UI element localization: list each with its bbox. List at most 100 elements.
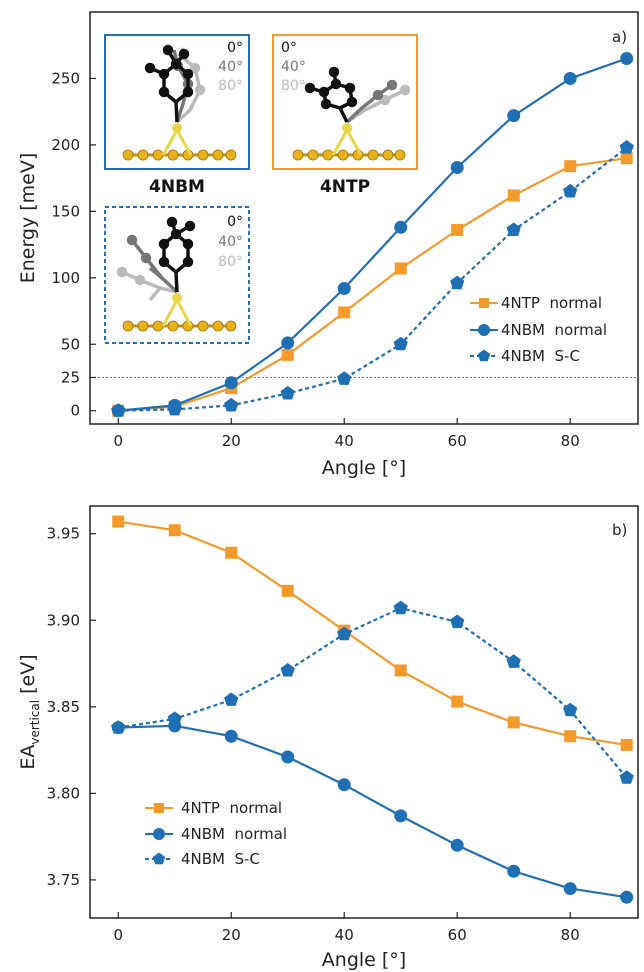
panel-b-series <box>111 515 634 904</box>
inset-4ntp-title: 4NTP <box>320 177 370 197</box>
a-point-s1 <box>620 52 634 66</box>
b-y-tick-label: 3.75 <box>47 871 80 889</box>
panel-a-ticks: 0 20 40 60 80 0 25 50 100 150 200 250 <box>51 69 579 450</box>
a-point-s2 <box>224 397 239 412</box>
b-point-s2 <box>563 702 578 717</box>
a-point-s2 <box>619 140 634 154</box>
b-point-s2 <box>280 663 295 677</box>
b-series-line-1 <box>118 724 627 899</box>
gold-atoms <box>122 149 237 161</box>
a-point-s2 <box>337 371 352 385</box>
inset-4nbm-normal: 0° 40° 80° <box>104 34 250 170</box>
a-point-s1 <box>224 376 238 390</box>
b-y-tick-label: 3.85 <box>47 698 80 716</box>
a-y-tick-label: 250 <box>51 69 80 87</box>
a-point-s2 <box>393 336 408 351</box>
panel-b: 0 20 40 60 80 3.75 3.80 3.85 3.90 3.95 b) Angle [… <box>17 505 639 971</box>
b-point-s1 <box>450 838 464 852</box>
a-x-tick-label: 80 <box>561 432 580 450</box>
b-x-tick-label: 40 <box>335 926 354 944</box>
a-point-s0 <box>620 152 633 165</box>
inset-4nbm-sc-angle-0: 0° <box>227 214 243 230</box>
panel-b-frame <box>89 505 639 919</box>
b-point-s2 <box>167 711 182 725</box>
a-point-s0 <box>281 348 294 361</box>
a-point-s1 <box>507 109 521 123</box>
a-point-s0 <box>451 223 464 236</box>
b-y-tick-label: 3.90 <box>47 611 80 629</box>
b-point-s0 <box>451 695 464 708</box>
panel-b-y-axis-label: EAvertical [eV] <box>17 654 42 769</box>
inset-4nbm-sc-angle-80: 80° <box>218 254 243 270</box>
inset-4nbm-angle-80: 80° <box>218 78 243 94</box>
a-point-s2 <box>506 222 521 236</box>
panel-b-label: b) <box>612 521 627 539</box>
b-y-tick-label: 3.80 <box>47 784 80 802</box>
legend-b-4nbm-sc: 4NBM S-C <box>181 850 260 868</box>
panel-a-y-axis-label: Energy [meV] <box>17 153 39 284</box>
b-point-s1 <box>224 729 238 743</box>
inset-4nbm-title: 4NBM <box>149 177 205 197</box>
b-point-s2 <box>111 720 126 734</box>
b-series-line-0 <box>118 520 627 746</box>
b-x-tick-label: 20 <box>222 926 241 944</box>
a-y-tick-label: 150 <box>51 202 80 220</box>
b-point-s2 <box>506 654 521 668</box>
b-point-s0 <box>281 584 294 597</box>
panel-a-legend: 4NTP normal 4NBM normal 4NBM S-C <box>470 294 607 365</box>
molecule-4ntp-icon <box>292 66 411 161</box>
inset-4ntp-angle-40: 40° <box>281 59 306 75</box>
b-point-s1 <box>281 750 295 764</box>
b-point-s2 <box>393 600 408 615</box>
legend-a-4nbm-normal: 4NBM normal <box>501 321 607 339</box>
a-point-s2 <box>167 401 182 416</box>
a-x-tick-label: 20 <box>222 432 241 450</box>
a-point-s1 <box>563 71 577 85</box>
b-point-s1 <box>507 864 521 878</box>
a-point-s1 <box>450 160 464 174</box>
molecule-4nbm-icon <box>122 44 237 161</box>
b-point-s0 <box>394 664 407 677</box>
b-point-s0 <box>564 730 577 743</box>
a-y-tick-label: 0 <box>70 402 80 420</box>
inset-4nbm-sc: 0° 40° 80° <box>104 206 250 344</box>
inset-4ntp-angle-0: 0° <box>281 40 297 56</box>
a-series-line-1 <box>118 57 628 412</box>
a-y-tick-label: 200 <box>51 136 80 154</box>
legend-a-4nbm-sc: 4NBM S-C <box>501 347 580 365</box>
panel-a-x-axis-label: Angle [°] <box>322 457 406 479</box>
inset-4ntp-frame <box>272 34 418 170</box>
inset-4nbm-angle-40: 40° <box>218 59 243 75</box>
panel-a-frame <box>89 11 639 425</box>
b-point-s2 <box>619 770 634 784</box>
legend-b-4nbm-normal: 4NBM normal <box>181 825 287 843</box>
b-point-s1 <box>337 778 351 792</box>
inset-4ntp: 0° 40° 80° <box>272 34 418 170</box>
b-point-s0 <box>620 738 633 751</box>
a-x-tick-label: 40 <box>335 432 354 450</box>
a-point-s2 <box>280 385 295 400</box>
inset-4ntp-angle-80: 80° <box>281 78 306 94</box>
a-point-s2 <box>450 275 465 290</box>
panel-a-label: a) <box>612 28 627 46</box>
b-x-tick-label: 60 <box>448 926 467 944</box>
panel-b-legend: 4NTP normal 4NBM normal 4NBM S-C <box>145 799 287 868</box>
b-y-tick-label: 3.95 <box>47 525 80 543</box>
a-y-tick-label: 25 <box>61 368 80 386</box>
legend-b-4ntp-normal: 4NTP normal <box>181 799 282 817</box>
b-point-s2 <box>224 692 239 706</box>
b-x-tick-label: 80 <box>561 926 580 944</box>
b-series-line-2 <box>118 606 628 779</box>
a-point-s1 <box>394 220 408 234</box>
panel-b-ticks: 0 20 40 60 80 3.75 3.80 3.85 3.90 3.95 <box>47 525 580 944</box>
b-point-s1 <box>394 809 408 823</box>
b-point-s1 <box>563 882 577 896</box>
a-point-s0 <box>564 160 577 173</box>
b-point-s2 <box>337 626 352 641</box>
legend-a-4ntp-normal: 4NTP normal <box>501 294 602 312</box>
a-point-s1 <box>337 281 351 295</box>
a-series-line-2 <box>118 146 628 412</box>
b-point-s0 <box>225 546 238 559</box>
